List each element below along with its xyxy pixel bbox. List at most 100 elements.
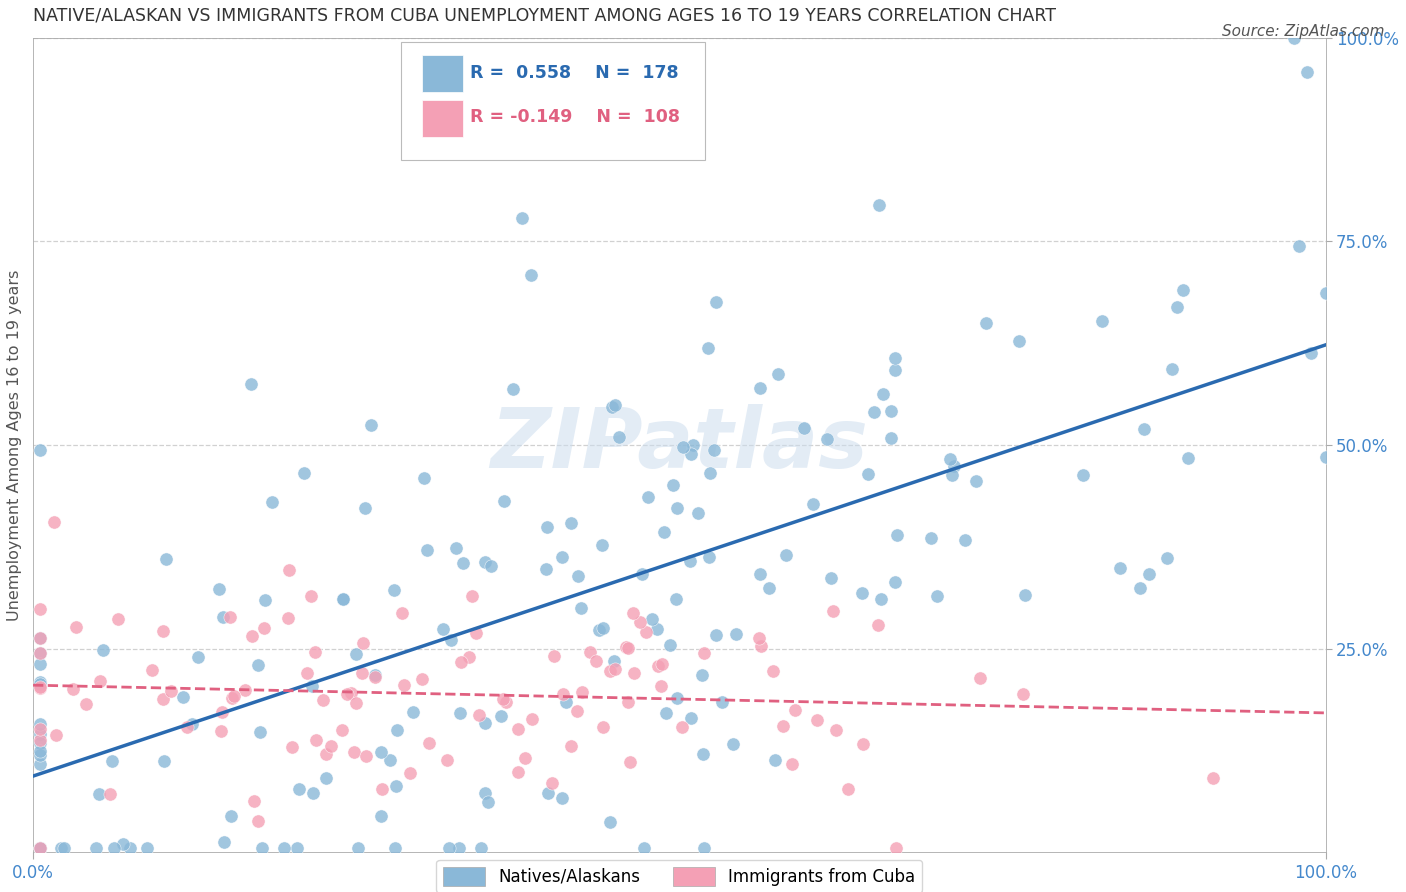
Point: [623, 666, 645, 681]
Point: [28, 681, 51, 695]
Point: [588, 624, 610, 638]
Point: [567, 569, 589, 583]
Point: [565, 705, 588, 719]
Point: [619, 756, 641, 770]
Point: [28, 677, 51, 691]
Point: [302, 786, 325, 800]
Point: [1161, 362, 1184, 376]
Point: [868, 198, 890, 212]
Point: [212, 835, 235, 849]
Point: [84, 841, 107, 855]
Point: [652, 524, 675, 539]
Point: [748, 631, 770, 645]
Point: [665, 592, 688, 607]
Point: [107, 612, 129, 626]
Point: [697, 550, 720, 565]
Point: [402, 705, 425, 719]
Point: [391, 606, 413, 620]
Point: [28, 727, 51, 741]
Point: [332, 592, 354, 607]
Point: [721, 737, 744, 751]
Point: [693, 841, 716, 855]
Point: [28, 841, 51, 855]
Point: [569, 600, 592, 615]
Point: [382, 582, 405, 597]
Point: [783, 703, 806, 717]
Point: [209, 724, 232, 739]
Point: [585, 654, 607, 668]
Point: [312, 692, 335, 706]
Point: [617, 695, 640, 709]
Point: [868, 618, 890, 632]
Point: [938, 451, 960, 466]
Point: [440, 633, 463, 648]
Point: [592, 622, 614, 636]
Point: [477, 795, 499, 809]
Point: [344, 696, 367, 710]
Point: [965, 474, 987, 488]
Point: [880, 431, 903, 445]
Point: [686, 506, 709, 520]
Point: [315, 771, 337, 785]
Point: [252, 841, 274, 855]
Point: [763, 753, 786, 767]
Point: [690, 668, 713, 682]
Point: [52, 841, 75, 855]
Point: [780, 757, 803, 772]
Point: [693, 646, 716, 660]
Point: [461, 589, 484, 603]
Point: [1008, 334, 1031, 348]
Point: [641, 612, 664, 626]
Point: [45, 728, 67, 742]
Point: [1296, 64, 1319, 78]
Point: [823, 604, 845, 618]
Point: [450, 655, 472, 669]
Point: [336, 687, 359, 701]
Point: [233, 683, 256, 698]
Point: [249, 725, 271, 739]
Point: [492, 494, 515, 508]
Point: [479, 558, 502, 573]
Point: [1315, 285, 1337, 300]
Point: [1171, 283, 1194, 297]
Point: [724, 627, 747, 641]
Point: [617, 641, 640, 656]
Point: [304, 645, 326, 659]
Point: [65, 620, 87, 634]
Point: [141, 663, 163, 677]
Point: [246, 814, 269, 829]
Point: [160, 684, 183, 698]
Point: [378, 753, 401, 767]
Text: Source: ZipAtlas.com: Source: ZipAtlas.com: [1222, 24, 1385, 39]
Point: [537, 786, 560, 800]
Point: [449, 841, 471, 855]
Point: [560, 516, 582, 530]
Point: [399, 766, 422, 780]
Point: [28, 601, 51, 615]
Point: [551, 550, 574, 565]
Point: [1156, 551, 1178, 566]
Point: [600, 401, 623, 415]
Point: [28, 744, 51, 758]
Point: [242, 795, 264, 809]
Point: [262, 495, 284, 509]
Point: [551, 687, 574, 701]
Point: [75, 697, 97, 711]
Point: [880, 404, 903, 418]
Point: [1091, 314, 1114, 328]
Point: [775, 548, 797, 562]
Point: [28, 632, 51, 646]
Y-axis label: Unemployment Among Ages 16 to 19 years: Unemployment Among Ages 16 to 19 years: [7, 269, 22, 621]
Point: [666, 500, 689, 515]
Point: [353, 500, 375, 515]
Point: [28, 733, 51, 747]
Point: [699, 466, 721, 480]
Point: [1166, 300, 1188, 314]
Point: [155, 552, 177, 566]
Text: NATIVE/ALASKAN VS IMMIGRANTS FROM CUBA UNEMPLOYMENT AMONG AGES 16 TO 19 YEARS CO: NATIVE/ALASKAN VS IMMIGRANTS FROM CUBA U…: [34, 7, 1056, 25]
Point: [658, 638, 681, 652]
Point: [153, 754, 176, 768]
Point: [187, 650, 209, 665]
Point: [28, 675, 51, 690]
FancyBboxPatch shape: [422, 54, 464, 92]
